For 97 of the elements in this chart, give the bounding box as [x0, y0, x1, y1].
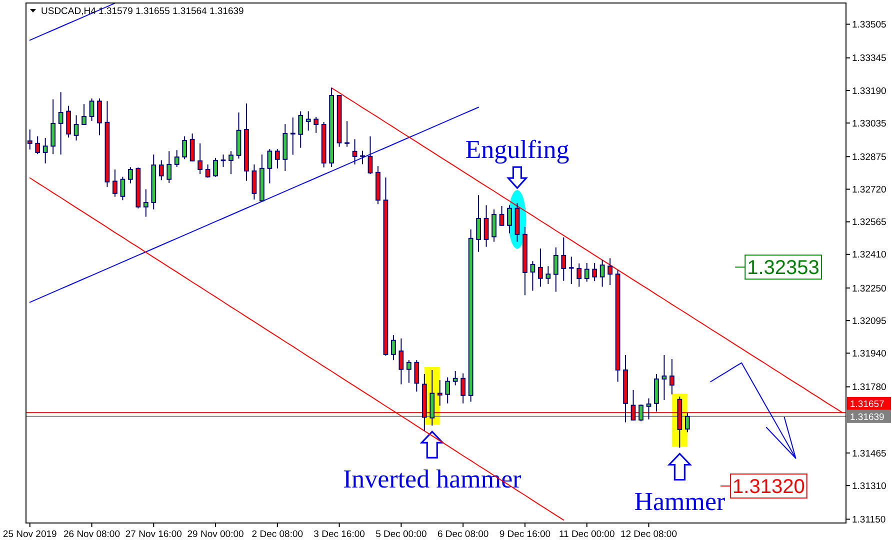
candlestick	[166, 150, 172, 184]
y-tick-label: 1.32410	[852, 250, 886, 261]
candlestick	[290, 117, 296, 156]
x-tick-label: 3 Dec 16:00	[314, 529, 365, 540]
candlestick	[58, 92, 64, 156]
candlestick	[128, 166, 133, 184]
candlestick	[205, 164, 210, 178]
y-tick-label: 1.32095	[852, 316, 886, 327]
y-tick-label: 1.32250	[852, 283, 886, 294]
candlestick	[406, 360, 412, 384]
candlestick	[662, 354, 667, 401]
x-tick-label: 11 Dec 00:00	[558, 529, 615, 540]
chart-title: USDCAD,H4 1.31579 1.31655 1.31564 1.31639	[41, 6, 244, 17]
candlestick	[507, 204, 512, 234]
candlestick	[306, 110, 311, 132]
candlestick	[646, 398, 652, 420]
candlestick	[220, 154, 226, 168]
candlestick	[35, 136, 40, 155]
candlestick	[584, 262, 590, 282]
x-tick-label: 2 Dec 08:00	[252, 529, 304, 540]
candlestick	[360, 150, 365, 165]
candlestick	[499, 206, 504, 227]
annotation: 1.32353	[747, 257, 820, 280]
ref-line-label: 1.31657	[850, 398, 884, 410]
annotation: Engulfing	[465, 135, 570, 164]
x-tick-label: 25 Nov 2019	[2, 529, 57, 540]
annotation: 1.31320	[732, 476, 805, 498]
x-tick-label: 26 Nov 08:00	[63, 529, 120, 540]
candlestick	[89, 98, 94, 122]
candlestick	[298, 110, 304, 148]
candlestick	[437, 380, 442, 406]
candlestick	[576, 262, 582, 288]
candlestick	[445, 376, 450, 404]
candlestick	[561, 236, 566, 282]
candlestick	[158, 160, 164, 181]
x-tick-label: 12 Dec 08:00	[620, 529, 677, 540]
candlestick	[120, 176, 126, 201]
candlestick	[213, 157, 218, 178]
candlestick	[82, 104, 86, 125]
y-tick-label: 1.32565	[852, 217, 886, 228]
candlestick	[484, 204, 489, 248]
y-tick-label: 1.31465	[852, 448, 886, 460]
candlestick	[228, 150, 234, 175]
x-tick-label: 6 Dec 08:00	[437, 529, 489, 540]
candlestick	[546, 266, 551, 285]
annotation: Hammer	[634, 486, 726, 516]
candlestick	[190, 133, 195, 162]
candlestick	[267, 148, 272, 184]
candlestick	[492, 208, 496, 242]
candlestick	[274, 148, 280, 169]
y-tick-label: 1.33505	[852, 20, 886, 31]
candlestick	[452, 370, 458, 386]
candlestick	[66, 105, 71, 138]
y-tick-label: 1.31780	[852, 382, 886, 394]
x-tick-label: 29 Nov 00:00	[187, 529, 244, 540]
x-tick-label: 27 Nov 16:00	[125, 529, 182, 540]
candlestick	[352, 138, 358, 165]
y-tick-label: 1.33345	[852, 53, 886, 64]
candlestick	[314, 116, 319, 134]
ref-line-label: 1.31639	[850, 412, 884, 423]
candlestick	[182, 136, 188, 160]
candlestick	[27, 129, 32, 150]
candlestick	[97, 98, 102, 136]
candlestick	[414, 360, 420, 392]
y-tick-label: 1.33035	[852, 118, 886, 130]
candlestick	[638, 404, 644, 422]
candlestick	[42, 137, 48, 164]
candlestick	[600, 260, 605, 288]
candlestick	[670, 358, 674, 395]
candlestick	[368, 136, 373, 175]
candlestick	[553, 246, 558, 292]
candlestick	[50, 98, 56, 155]
candlestick	[74, 114, 79, 141]
y-tick-label: 1.32720	[852, 184, 886, 196]
y-tick-label: 1.31940	[852, 348, 886, 360]
candlestick	[476, 194, 481, 252]
candlestick	[684, 412, 690, 433]
y-tick-label: 1.32875	[852, 152, 886, 163]
candlestick	[112, 168, 118, 198]
candlestick	[592, 262, 598, 282]
candlestick	[252, 164, 257, 200]
y-tick-label: 1.31310	[852, 480, 886, 492]
candlestick	[344, 120, 350, 148]
candlestick	[143, 188, 148, 218]
candlestick	[608, 258, 612, 286]
x-tick-label: 9 Dec 16:00	[499, 529, 551, 540]
candlestick	[568, 256, 574, 285]
candlestick	[530, 260, 536, 292]
y-tick-label: 1.31150	[852, 514, 886, 526]
y-tick-label: 1.33190	[852, 86, 886, 97]
candlestick	[198, 142, 202, 175]
candlestick	[398, 338, 404, 385]
x-tick-label: 5 Dec 00:00	[376, 529, 427, 540]
candlestick	[391, 334, 396, 361]
candlestick	[174, 150, 180, 168]
candlestick	[460, 372, 466, 404]
candlestick	[538, 248, 543, 288]
